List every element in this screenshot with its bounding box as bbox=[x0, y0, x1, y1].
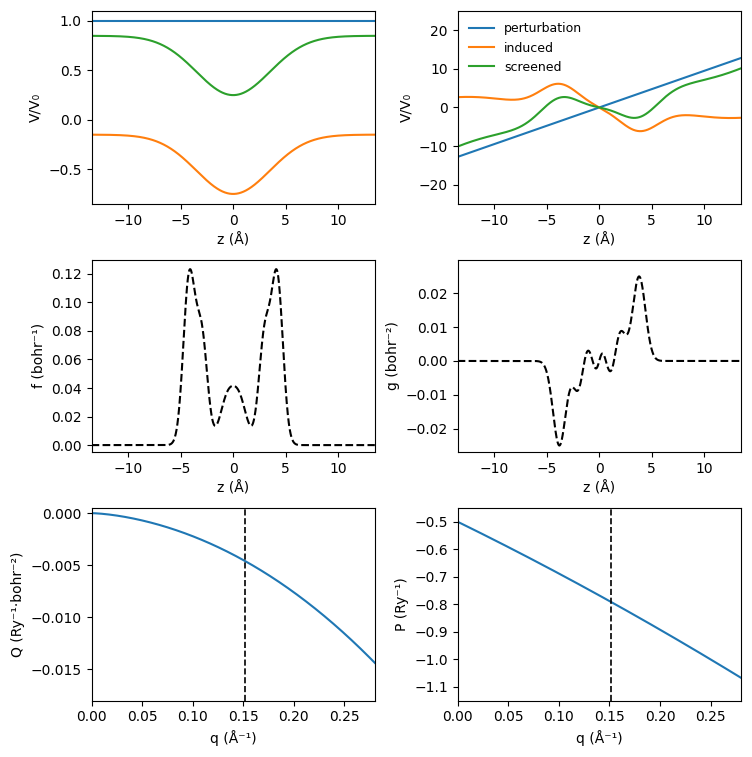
Y-axis label: V/V₀: V/V₀ bbox=[29, 93, 43, 122]
X-axis label: z (Å): z (Å) bbox=[583, 481, 615, 496]
Y-axis label: f (bohr⁻¹): f (bohr⁻¹) bbox=[32, 323, 45, 388]
Y-axis label: g (bohr⁻²): g (bohr⁻²) bbox=[386, 322, 400, 391]
X-axis label: z (Å): z (Å) bbox=[217, 233, 249, 248]
Y-axis label: V/V₀: V/V₀ bbox=[399, 93, 413, 122]
X-axis label: z (Å): z (Å) bbox=[217, 481, 249, 496]
Y-axis label: Q (Ry⁻¹·bohr⁻²): Q (Ry⁻¹·bohr⁻²) bbox=[11, 552, 25, 657]
Y-axis label: P (Ry⁻¹): P (Ry⁻¹) bbox=[395, 578, 408, 631]
X-axis label: q (Å⁻¹): q (Å⁻¹) bbox=[576, 730, 623, 746]
X-axis label: q (Å⁻¹): q (Å⁻¹) bbox=[210, 730, 256, 746]
Legend: perturbation, induced, screened: perturbation, induced, screened bbox=[464, 17, 587, 79]
X-axis label: z (Å): z (Å) bbox=[583, 233, 615, 248]
